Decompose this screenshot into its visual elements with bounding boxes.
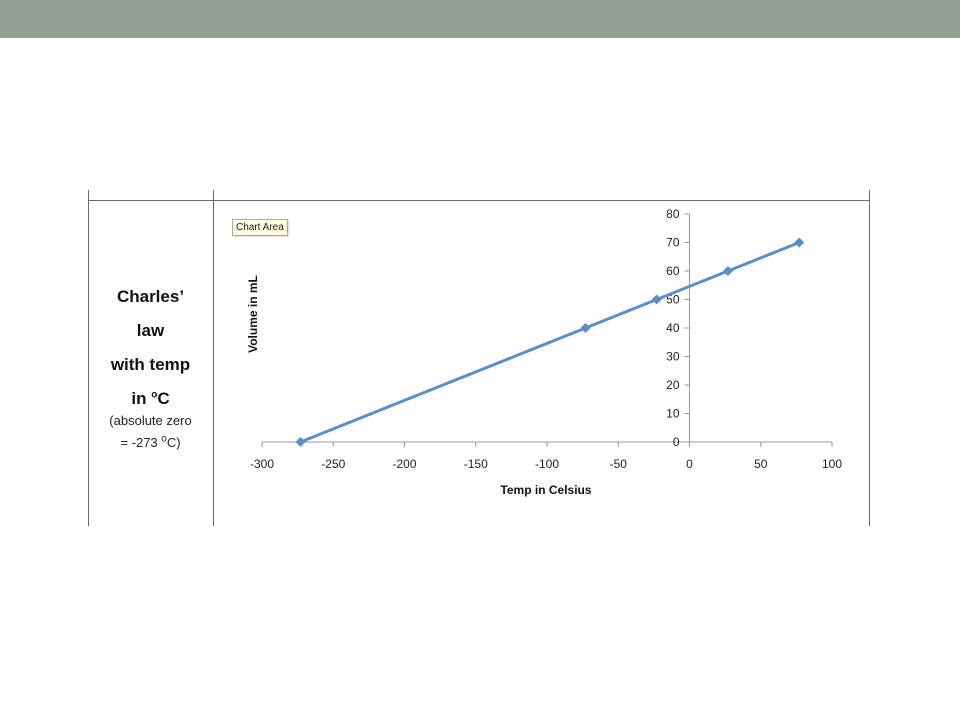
- x-tick-label: -100: [535, 457, 559, 471]
- data-point[interactable]: [794, 237, 805, 248]
- table-column-divider: [213, 190, 214, 526]
- table-frame: Charles’ law with temp in oC (absolute z…: [88, 190, 870, 526]
- title-line-1: Charles’: [116, 287, 185, 306]
- note-degree-sup: o: [161, 433, 167, 445]
- series: [295, 237, 805, 447]
- note-line-2-prefix: = -273: [120, 435, 162, 450]
- chart-area-tooltip: Chart Area: [232, 219, 288, 236]
- title-line-4: in oC: [88, 382, 213, 416]
- y-tick-label: 0: [673, 435, 680, 449]
- x-tick-label: 100: [822, 457, 842, 471]
- title-line-2: law: [136, 321, 165, 340]
- description-cell: Charles’ law with temp in oC (absolute z…: [88, 202, 213, 524]
- x-tick-label: -250: [321, 457, 345, 471]
- slide-header-bar: [0, 0, 960, 38]
- title-line-3: with temp: [110, 355, 191, 374]
- degree-sup: o: [151, 389, 158, 401]
- x-tick-label: -200: [392, 457, 416, 471]
- data-point[interactable]: [295, 437, 306, 447]
- title-line-4-prefix: in: [131, 389, 152, 408]
- title-line-4-suffix: C: [157, 389, 170, 408]
- x-tick-label: -50: [610, 457, 628, 471]
- description-title: Charles’ law with temp in oC: [88, 280, 213, 416]
- y-tick-label: 70: [666, 236, 680, 250]
- note-line-2-suffix: C): [166, 435, 181, 450]
- y-tick-label: 40: [666, 321, 680, 335]
- table-top-border: [88, 200, 870, 201]
- table-left-border: [88, 190, 89, 526]
- x-axis-title: Temp in Celsius: [500, 483, 591, 497]
- x-tick-label: -300: [250, 457, 274, 471]
- note-line-1: (absolute zero: [109, 413, 192, 428]
- x-tick-label: 50: [754, 457, 768, 471]
- y-axis-title: Volume in mL: [246, 275, 260, 353]
- x-tick-label: -150: [464, 457, 488, 471]
- x-tick-label: 0: [686, 457, 693, 471]
- axes: [261, 213, 833, 447]
- data-point[interactable]: [580, 323, 591, 333]
- data-point[interactable]: [651, 294, 662, 305]
- tick-labels: -300 -250 -200 -150 -100 -50 0 50 100 0 10 20 30 40 50…: [250, 207, 842, 471]
- y-tick-label: 60: [666, 264, 680, 278]
- note-line-2: = -273 oC): [88, 432, 213, 454]
- description-note: (absolute zero = -273 oC): [88, 410, 213, 454]
- y-tick-label: 10: [666, 407, 680, 421]
- data-point[interactable]: [722, 266, 733, 276]
- y-tick-label: 30: [666, 350, 680, 364]
- y-tick-label: 50: [666, 293, 680, 307]
- y-tick-label: 80: [666, 207, 680, 221]
- y-tick-label: 20: [666, 378, 680, 392]
- table-right-border: [869, 190, 870, 526]
